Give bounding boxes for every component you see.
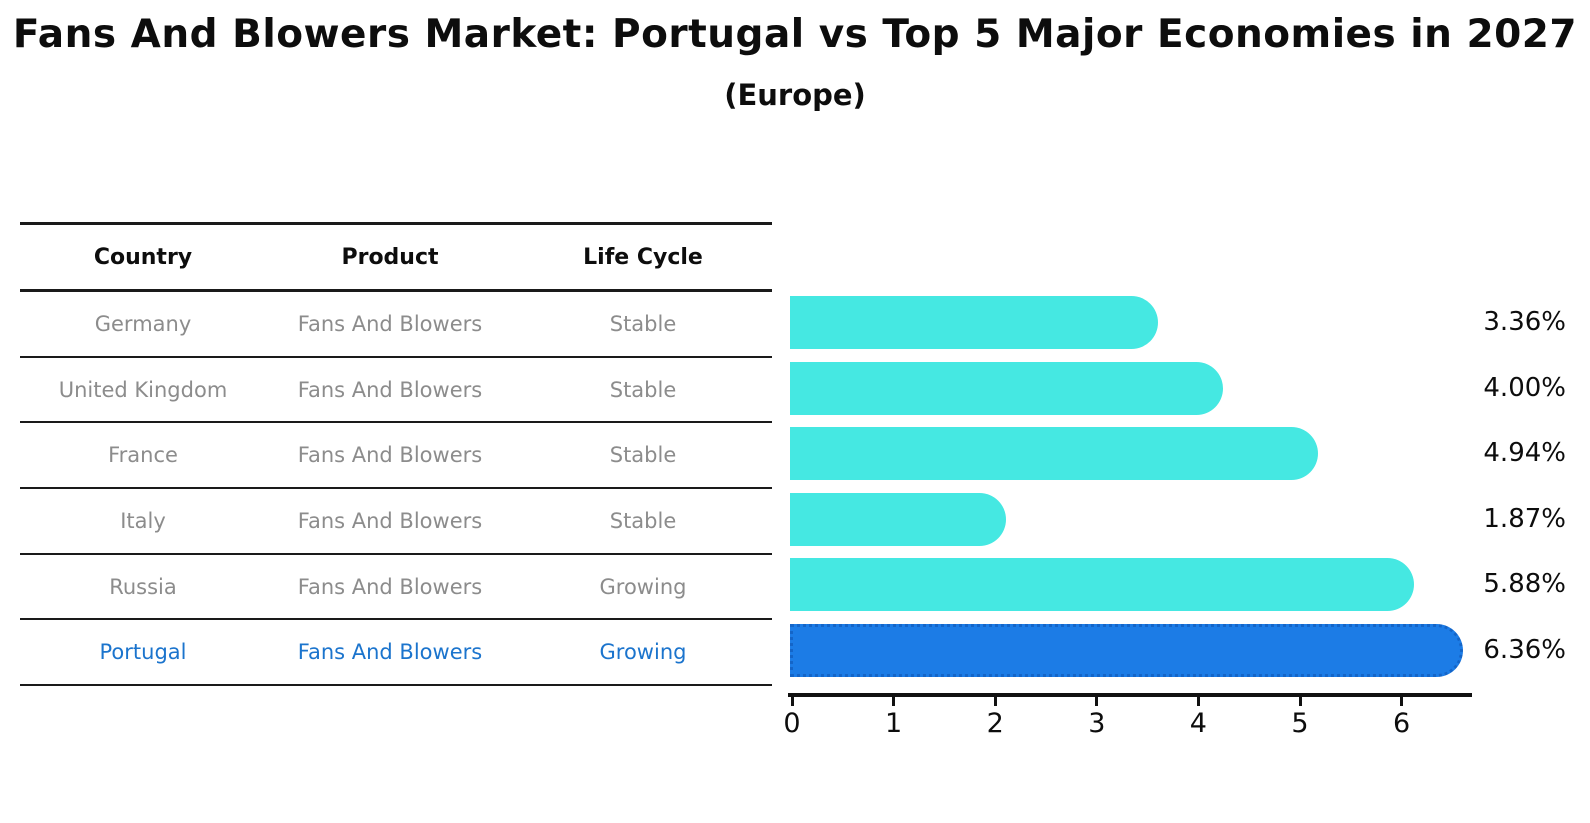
- value-label: 4.94%: [1483, 438, 1566, 469]
- country-table: Country Product Life Cycle Germany Fans …: [20, 222, 772, 687]
- table-row: Russia Fans And Blowers Growing: [20, 555, 772, 621]
- product-cell: Fans And Blowers: [297, 574, 483, 599]
- life-cycle-cell: Stable: [609, 311, 677, 336]
- tick-label: 3: [1088, 708, 1106, 739]
- tick-mark: [790, 696, 794, 706]
- table-row: United Kingdom Fans And Blowers Stable: [20, 358, 772, 424]
- bar-portugal-highlighted: [790, 624, 1463, 677]
- value-label: 5.88%: [1483, 569, 1566, 600]
- tick-label: 1: [885, 708, 903, 739]
- life-cycle-cell: Growing: [599, 574, 687, 599]
- life-cycle-cell: Stable: [609, 508, 677, 533]
- tick-label: 6: [1393, 708, 1411, 739]
- tick-mark: [1196, 696, 1200, 706]
- table-row: Italy Fans And Blowers Stable: [20, 489, 772, 555]
- country-cell: Italy: [120, 508, 166, 533]
- table-row: Germany Fans And Blowers Stable: [20, 292, 772, 358]
- column-header-product: Product: [341, 244, 439, 270]
- life-cycle-cell: Growing: [599, 640, 687, 665]
- product-cell: Fans And Blowers: [297, 508, 483, 533]
- country-cell: France: [108, 443, 178, 468]
- tick-mark: [993, 696, 997, 706]
- value-label: 4.00%: [1483, 372, 1566, 403]
- country-cell: Germany: [94, 311, 192, 336]
- tick-label: 0: [783, 708, 801, 739]
- product-cell: Fans And Blowers: [297, 443, 483, 468]
- x-axis-line: [788, 693, 1472, 697]
- bar-united-kingdom: [790, 361, 1223, 415]
- value-label: 1.87%: [1483, 503, 1566, 534]
- life-cycle-cell: Stable: [609, 377, 677, 402]
- tick-mark: [1095, 696, 1099, 706]
- tick-label: 4: [1189, 708, 1207, 739]
- country-cell: Russia: [109, 574, 177, 599]
- bar-germany: [790, 296, 1158, 349]
- tick-mark: [1298, 696, 1302, 706]
- value-label: 6.36%: [1483, 635, 1566, 665]
- column-header-country: Country: [93, 244, 193, 270]
- country-cell: Portugal: [99, 640, 187, 665]
- product-cell: Fans And Blowers: [297, 311, 483, 336]
- bar-italy: [790, 492, 1007, 546]
- tick-label: 2: [986, 708, 1004, 739]
- tick-mark: [1400, 696, 1404, 706]
- country-cell: United Kingdom: [58, 377, 228, 402]
- bar-france: [790, 427, 1319, 481]
- table-row: France Fans And Blowers Stable: [20, 423, 772, 490]
- page-title: Fans And Blowers Market: Portugal vs Top…: [12, 12, 1578, 57]
- page-subtitle: (Europe): [724, 78, 866, 112]
- tick-label: 5: [1291, 708, 1309, 739]
- table-header-row: Country Product Life Cycle: [20, 225, 772, 292]
- tick-mark: [892, 696, 896, 706]
- life-cycle-cell: Stable: [609, 443, 677, 468]
- table-row-portugal: Portugal Fans And Blowers Growing: [20, 620, 772, 687]
- product-cell: Fans And Blowers: [297, 377, 483, 402]
- bar-russia: [790, 558, 1414, 612]
- value-label: 3.36%: [1483, 307, 1566, 337]
- product-cell: Fans And Blowers: [297, 640, 483, 665]
- column-header-life-cycle: Life Cycle: [583, 244, 703, 270]
